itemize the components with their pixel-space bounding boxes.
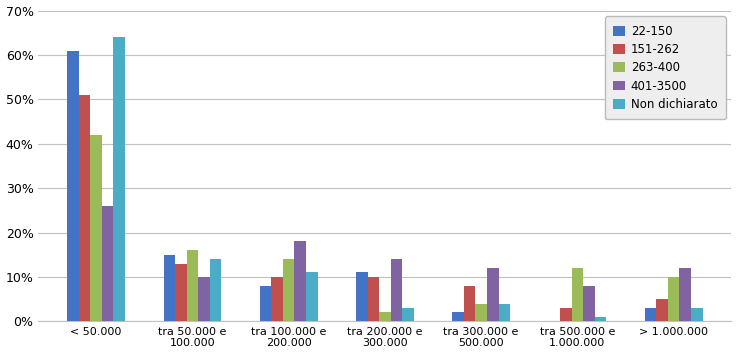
Bar	[271, 277, 283, 321]
Bar	[498, 303, 510, 321]
Bar	[668, 277, 680, 321]
Bar	[295, 241, 306, 321]
Bar	[164, 255, 175, 321]
Bar	[453, 313, 464, 321]
Bar	[680, 268, 691, 321]
Bar	[583, 286, 595, 321]
Bar	[645, 308, 657, 321]
Bar	[475, 303, 487, 321]
Bar	[198, 277, 210, 321]
Bar	[175, 264, 186, 321]
Bar	[691, 308, 702, 321]
Bar	[572, 268, 583, 321]
Bar	[595, 317, 607, 321]
Bar	[91, 135, 102, 321]
Bar	[464, 286, 475, 321]
Bar	[260, 286, 271, 321]
Bar	[283, 259, 295, 321]
Bar	[391, 259, 402, 321]
Bar	[487, 268, 498, 321]
Bar	[368, 277, 379, 321]
Bar	[102, 206, 113, 321]
Bar	[379, 313, 391, 321]
Bar	[657, 299, 668, 321]
Bar	[79, 95, 91, 321]
Bar	[186, 250, 198, 321]
Bar	[210, 259, 221, 321]
Bar	[356, 273, 368, 321]
Legend: 22-150, 151-262, 263-400, 401-3500, Non dichiarato: 22-150, 151-262, 263-400, 401-3500, Non …	[604, 16, 725, 119]
Bar	[402, 308, 413, 321]
Bar	[306, 273, 318, 321]
Bar	[113, 37, 125, 321]
Bar	[67, 51, 79, 321]
Bar	[560, 308, 572, 321]
